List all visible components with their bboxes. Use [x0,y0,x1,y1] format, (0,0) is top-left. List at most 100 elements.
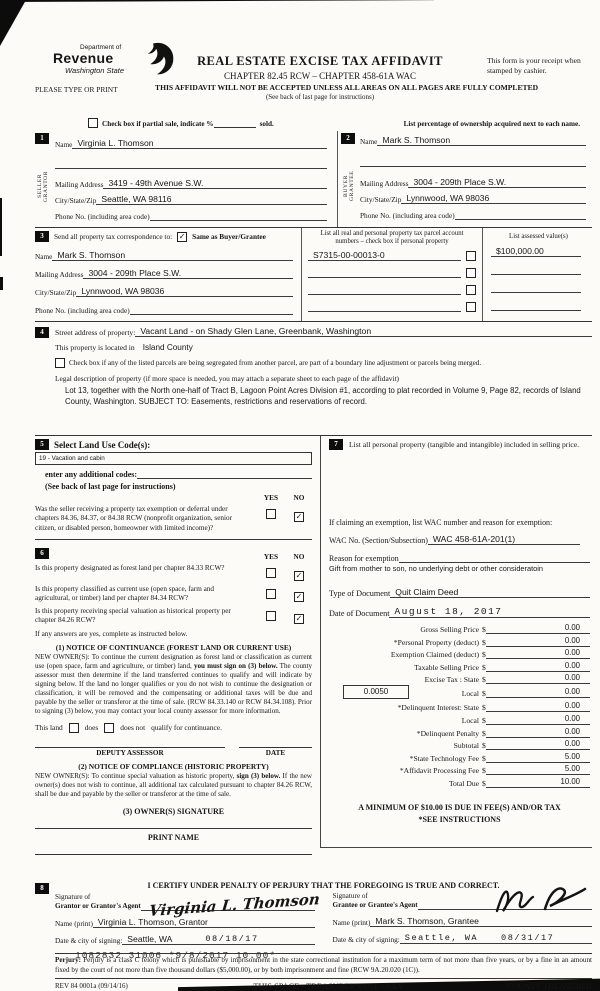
fee-field-subtotal[interactable]: 0.00 [485,739,590,751]
partial-sale-percent-field[interactable] [213,120,256,128]
type-of-document-value: Quit Claim Deed [395,587,459,598]
segregated-checkbox[interactable] [55,358,65,368]
buyer-mailing-field[interactable]: 3004 - 209th Place S.W. [408,177,586,188]
fee-field-total-due[interactable]: 10.00 [485,777,590,788]
perjury-note: Perjury: Perjury is a class C felony whi… [55,953,592,980]
grantee-print-label: Name (print) [332,918,371,928]
fee-label-delinq-penalty: *Delinquent Penalty [416,728,479,738]
deputy-date-line[interactable]: DATE [238,746,312,757]
q2-yes-checkbox[interactable] [266,589,276,600]
parcel-personal-checkbox-1[interactable] [466,250,476,261]
grantor-date-city-field[interactable]: Seattle, WA 08/18/17 [122,934,315,946]
fee-value-local: 0.00 [564,687,580,697]
s5-yes-checkbox[interactable] [266,509,276,520]
buyer-extra-name-field[interactable] [360,156,586,167]
grantor-print-field[interactable]: Virginia L. Thomson, Grantor [92,917,315,929]
corr-city-value: Lynnwood, WA 98036 [81,286,165,296]
parcel-field-4[interactable] [308,301,461,312]
q3-yes-checkbox[interactable] [266,610,276,621]
grantor-signature-field[interactable]: Virginia L. Thomson [140,890,321,920]
type-of-document-field[interactable]: Quit Claim Deed [390,587,590,599]
send-correspondence-label: Send all property tax correspondence to: [54,232,173,241]
seller-section: 1 SELLER GRANTOR Name Virginia L. Thomso… [35,131,338,227]
reason-exemption-field[interactable] [398,552,590,564]
street-address-field[interactable]: Vacant Land - on Shady Glen Lane, Greenb… [135,326,592,337]
dollar-sign: $ [482,753,486,763]
same-as-buyer-checkbox[interactable]: ✓ [177,231,188,242]
owners-signature-line[interactable] [35,816,312,830]
land-use-code-select[interactable]: 19 - Vacation and cabin [35,452,312,466]
partial-sale-checkbox[interactable] [88,118,98,128]
fee-field-local[interactable]: 0.00 [485,687,590,699]
date-of-document-field[interactable]: August 18, 2017 [389,606,590,619]
print-name-line[interactable] [35,842,312,856]
personal-property-blank-area[interactable] [329,450,590,518]
date-of-document-value: August 18, 2017 [394,606,503,618]
s5-no-checkbox[interactable]: ✓ [294,512,304,523]
fee-field-delinq-penalty[interactable]: 0.00 [485,726,590,738]
receipt-note: This form is your receipt when stamped b… [487,56,581,75]
fee-field-delinq-int-local[interactable]: 0.00 [485,714,590,725]
seller-city-field[interactable]: Seattle, WA 98116 [96,194,327,205]
parcel-personal-checkbox-2[interactable] [466,267,476,278]
does-not-checkbox[interactable] [104,722,115,733]
additional-codes-field[interactable] [137,468,312,480]
local-rate-box[interactable]: 0.0050 [343,685,409,700]
fee-label-local: Local [461,689,479,699]
seller-phone-field[interactable] [149,210,327,221]
fee-value-delinq-penalty: 0.00 [564,726,580,736]
buyer-city-field[interactable]: Lynnwood, WA 98036 [401,193,586,204]
corr-phone-field[interactable] [129,304,293,315]
county-treasurer-label: COUNTY TREASURER [506,982,592,991]
grantor-signature-block: Signature of Grantor or Grantor's Agent … [55,890,321,946]
corr-name-label: Name [35,252,53,261]
deputy-assessor-line[interactable]: DEPUTY ASSESSOR [35,746,225,757]
assessed-field-2[interactable] [491,264,581,276]
type-of-document-label: Type of Document [329,589,391,599]
fee-field-processing-fee[interactable]: 5.00 [485,764,590,776]
parcel-personal-checkbox-3[interactable] [466,284,476,295]
fee-field-exemption[interactable]: 0.00 [485,648,590,660]
q1-yes-checkbox[interactable] [266,568,276,579]
grantee-signature-field[interactable] [417,887,592,913]
assessed-field-3[interactable] [491,282,581,294]
buyer-phone-field[interactable] [454,209,586,220]
fee-field-delinq-int-state[interactable]: 0.00 [485,701,590,713]
q1-no-checkbox[interactable]: ✓ [294,571,304,582]
buyer-name-field[interactable]: Mark S. Thomson [377,135,586,146]
fee-field-personal[interactable]: 0.00 [485,636,590,647]
grantee-date-city-field[interactable]: Seattle, WA 08/31/17 [399,933,592,945]
seller-mailing-field[interactable]: 3419 - 49th Avenue S.W. [103,178,327,189]
corr-city-label: City/State/Zip [35,288,77,297]
form-header: Department of Revenue Washington State R… [35,38,592,116]
perjury-label: Perjury: [55,956,81,965]
left-column: 5 Select Land Use Code(s): 19 - Vacation… [35,436,320,856]
fee-field-tech-fee[interactable]: 5.00 [485,752,590,763]
wac-number-field[interactable]: WAC 458-61A-201(1) [427,534,580,546]
assessed-field-4[interactable] [491,300,581,312]
section-8-marker: 8 [35,883,49,895]
does-checkbox[interactable] [68,722,79,733]
parcel-personal-checkbox-4[interactable] [466,301,476,312]
q2-no-checkbox[interactable]: ✓ [294,592,304,603]
seller-name-field[interactable]: Virginia L. Thomson [72,138,327,149]
assessed-field-1[interactable]: $100,000.00 [491,246,581,258]
seller-extra-name-field[interactable] [55,158,327,169]
fee-field-gross[interactable]: 0.00 [485,623,590,635]
grantee-print-field[interactable]: Mark S. Thomson, Grantee [370,916,592,928]
fee-field-taxable[interactable]: 0.00 [485,661,590,672]
seller-city-label: City/State/Zip [55,196,97,205]
qualify-suffix-label: qualify for continuance. [151,723,222,733]
parties-section: 1 SELLER GRANTOR Name Virginia L. Thomso… [35,131,592,228]
corr-name-field[interactable]: Mark S. Thomson [52,250,293,261]
corr-city-field[interactable]: Lynnwood, WA 98036 [76,286,293,297]
parcel-field-1[interactable]: S7315-00-00013-0 [308,250,461,261]
buyer-name-label: Name [360,137,378,146]
parcel-field-3[interactable] [308,284,461,295]
q3-no-checkbox[interactable]: ✓ [294,613,304,624]
fee-field-excise-state[interactable]: 0.00 [485,673,590,685]
scan-artifact-left [0,198,2,256]
scan-artifact-top-line [0,0,435,2]
corr-mailing-field[interactable]: 3004 - 209th Place S.W. [83,268,293,279]
parcel-field-2[interactable] [308,267,461,278]
